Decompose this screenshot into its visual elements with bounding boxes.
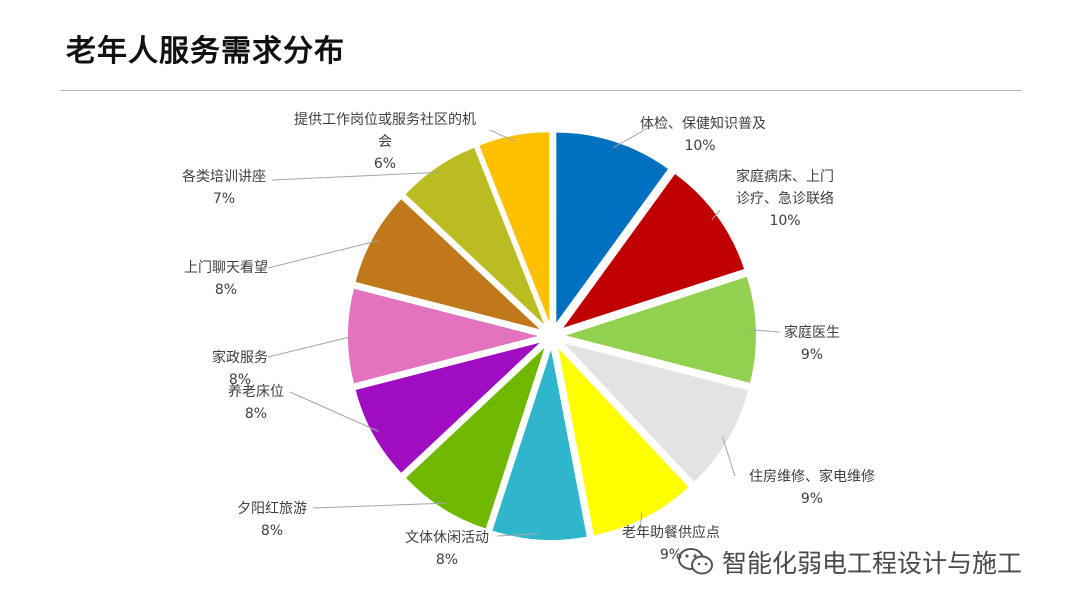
slices-layer (348, 132, 756, 540)
slice-label: 上门聊天看望 8% (184, 260, 268, 298)
slice-label: 住房维修、家电维修 9% (749, 468, 875, 507)
leader-line (496, 533, 540, 537)
slice-label: 文体休闲活动 8% (405, 530, 489, 568)
leader-line (271, 171, 441, 181)
slice-label: 老年助餐供应点 9% (622, 524, 720, 563)
slice-label: 提供工作岗位或服务社区的机会 6% (294, 112, 476, 172)
leader-line (612, 127, 649, 149)
pie-slice (558, 348, 689, 536)
labels-layer: 体检、保健知识普及 10% 家庭病床、上门诊疗、急诊联络 10% 家庭医生 9% 住房维修、… (182, 112, 875, 568)
pie-slice (355, 342, 540, 473)
pie-slice (563, 174, 745, 328)
slice-label: 家庭病床、上门诊疗、急诊联络 10% (736, 168, 834, 229)
watermark: 智能化弱电工程设计与施工 (676, 542, 1022, 582)
slice-label: 家政服务 8% (212, 349, 268, 388)
pie-slice (565, 276, 756, 383)
leader-line (721, 436, 736, 477)
pie-slice (556, 132, 669, 323)
title-divider (60, 90, 1022, 91)
slice-label: 各类培训讲座 7% (182, 169, 266, 207)
slice-label: 夕阳红旅游 8% (237, 501, 307, 539)
leader-line (312, 502, 446, 509)
watermark-text: 智能化弱电工程设计与施工 (722, 549, 1023, 578)
leader-line (639, 512, 643, 531)
pie-slice (355, 199, 540, 330)
wechat-icon (678, 548, 713, 575)
pie-slice (405, 147, 545, 325)
leader-line (267, 335, 355, 358)
slice-label: 家庭医生 9% (784, 324, 840, 363)
pie-slice (348, 288, 538, 384)
slice-label: 体检、保健知识普及 10% (640, 115, 766, 154)
leader-line (749, 329, 781, 333)
chart-title: 老年人服务需求分布 (66, 34, 345, 69)
leader-line (267, 240, 379, 269)
pie-slice (479, 132, 550, 323)
leader-lines-layer (267, 127, 781, 537)
leader-line (711, 209, 721, 220)
slice-label: 养老床位 8% (228, 384, 284, 422)
pie-slice (492, 349, 587, 540)
leader-line (489, 129, 516, 142)
pie-slice (405, 347, 545, 529)
leader-line (289, 391, 379, 432)
pie-slice (564, 343, 749, 482)
